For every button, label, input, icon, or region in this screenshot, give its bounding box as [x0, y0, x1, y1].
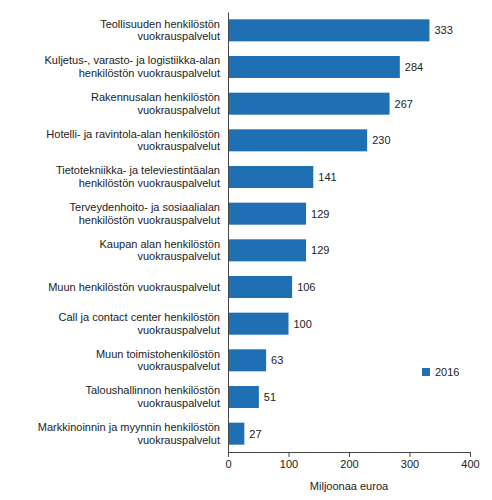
category-label: Muun henkilöstön vuokrauspalvelut — [48, 281, 220, 293]
category-label: Markkinoinnin ja myynnin henkilöstönvuok… — [38, 421, 220, 446]
category-label: Kuljetus-, varasto- ja logistiikka-alanh… — [45, 54, 220, 79]
data-label: 63 — [271, 354, 283, 366]
tick-mark — [228, 452, 229, 457]
category-label: Call ja contact center henkilöstönvuokra… — [59, 311, 220, 336]
data-label: 51 — [264, 391, 276, 403]
axis-line — [228, 13, 229, 453]
data-labels: 333 284 267 230 141 129 129 106 100 63 51 27 — [249, 24, 452, 439]
data-label: 267 — [395, 98, 413, 110]
data-label: 129 — [311, 208, 329, 220]
tick: Call ja contact center henkilöstönvuokra… — [59, 311, 220, 336]
axis-title: Miljoonaa euroa — [310, 480, 389, 492]
bar — [228, 203, 306, 225]
data-label: 27 — [249, 428, 261, 440]
category-label: Hotelli- ja ravintola-alan henkilöstönvu… — [46, 128, 220, 153]
category-label: Muun toimistohenkilöstönvuokrauspalvelut — [96, 348, 220, 373]
category-label: Teollisuuden henkilöstönvuokrauspalvelut — [100, 18, 220, 43]
data-label: 129 — [311, 244, 329, 256]
data-label: 230 — [372, 134, 390, 146]
tick: Kuljetus-, varasto- ja logistiikka-alanh… — [45, 54, 220, 79]
tick-mark — [289, 452, 290, 457]
legend-swatch — [422, 368, 430, 376]
data-label: 100 — [294, 318, 312, 330]
bar — [228, 386, 259, 408]
tick: Markkinoinnin ja myynnin henkilöstönvuok… — [38, 421, 220, 446]
x-axis: 0 100 200 300 400 — [225, 452, 479, 470]
tick: 300 — [401, 452, 419, 470]
bar — [228, 239, 306, 261]
category-label: Taloushallinnon henkilöstönvuokrauspalve… — [85, 384, 220, 409]
tick-label: 0 — [225, 458, 231, 470]
bars — [228, 19, 429, 444]
bar — [228, 276, 292, 298]
tick: Muun toimistohenkilöstönvuokrauspalvelut — [96, 348, 220, 373]
legend-label: 2016 — [435, 366, 459, 378]
bar — [228, 349, 266, 371]
tick: 400 — [461, 452, 479, 470]
data-label: 106 — [297, 281, 315, 293]
data-label: 141 — [318, 171, 336, 183]
tick: Hotelli- ja ravintola-alan henkilöstönvu… — [46, 128, 220, 153]
bar — [228, 313, 289, 335]
data-label: 333 — [434, 24, 452, 36]
bar — [228, 129, 367, 151]
data-label: 284 — [405, 61, 423, 73]
y-axis: Teollisuuden henkilöstönvuokrauspalvelut… — [38, 13, 229, 453]
tick: Tietotekniikka- ja televiestintäalanhenk… — [56, 164, 220, 189]
tick: Teollisuuden henkilöstönvuokrauspalvelut — [100, 18, 220, 43]
tick: Kaupan alan henkilöstönvuokrauspalvelut — [100, 238, 220, 263]
legend: 2016 — [422, 366, 459, 378]
chart: 333 284 267 230 141 129 129 106 100 63 51 27 0 100 200… — [0, 0, 492, 500]
category-label: Terveydenhoito- ja sosiaalialanhenkilöst… — [70, 201, 220, 226]
bar — [228, 423, 244, 445]
tick: 0 — [225, 452, 231, 470]
tick-mark — [349, 452, 350, 457]
plot: 333 284 267 230 141 129 129 106 100 63 51 27 0 100 200… — [38, 13, 480, 470]
tick: Muun henkilöstön vuokrauspalvelut — [48, 281, 220, 293]
tick-label: 100 — [280, 458, 298, 470]
category-label: Tietotekniikka- ja televiestintäalanhenk… — [56, 164, 220, 189]
bar — [228, 93, 390, 115]
tick: Taloushallinnon henkilöstönvuokrauspalve… — [85, 384, 220, 409]
bar — [228, 56, 400, 78]
category-label: Kaupan alan henkilöstönvuokrauspalvelut — [100, 238, 220, 263]
category-label: Rakennusalan henkilöstönvuokrauspalvelut — [91, 91, 220, 116]
tick-label: 300 — [401, 458, 419, 470]
tick-mark — [470, 452, 471, 457]
tick: 200 — [340, 452, 358, 470]
tick-mark — [410, 452, 411, 457]
tick-label: 400 — [461, 458, 479, 470]
bar — [228, 166, 313, 188]
tick-label: 200 — [340, 458, 358, 470]
bar — [228, 19, 429, 41]
axis-line — [229, 453, 471, 458]
tick: 100 — [280, 452, 298, 470]
tick: Terveydenhoito- ja sosiaalialanhenkilöst… — [70, 201, 220, 226]
tick: Rakennusalan henkilöstönvuokrauspalvelut — [91, 91, 220, 116]
